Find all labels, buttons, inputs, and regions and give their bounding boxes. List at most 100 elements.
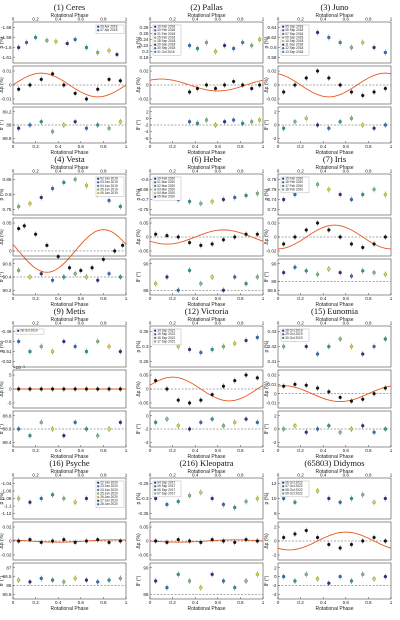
legend-marker (282, 29, 285, 32)
data-point (221, 502, 226, 507)
x-tick-label: 0 (12, 600, 15, 605)
data-point (349, 496, 354, 501)
data-point (199, 201, 203, 206)
legend-label: 15 Sep 2021 (157, 332, 175, 336)
legend-label: 13 Sep 2018 (285, 50, 303, 54)
data-point (96, 537, 100, 542)
data-point (383, 192, 387, 197)
data-point (17, 427, 21, 431)
y-tick-label: 0.02 (140, 69, 149, 74)
legend-box (152, 328, 182, 346)
data-point (118, 204, 122, 209)
data-point (222, 83, 227, 87)
data-point (255, 572, 259, 577)
legend-label: 01 Oct 2018 (157, 50, 175, 54)
data-point (231, 79, 236, 84)
y-tick-label: -0.02 (266, 97, 277, 102)
y-tick-label: 0 (274, 235, 277, 240)
data-point (154, 420, 158, 425)
data-point (17, 578, 21, 582)
data-point (45, 243, 49, 248)
x-tick-label: 0.2 (169, 448, 176, 453)
y-tick-label: 86.5 (3, 574, 12, 579)
data-point (84, 349, 89, 354)
y-tick-label: 0.26 (140, 31, 149, 36)
data-point (315, 489, 320, 493)
legend-marker (154, 492, 157, 495)
legend-label: 11 Sep 2018 (285, 43, 303, 47)
legend-label: 22 Jan 2020 (100, 481, 118, 485)
data-point (187, 539, 192, 543)
data-point (107, 344, 111, 349)
y-tick-label: -1.59 (1, 35, 12, 40)
data-point (204, 83, 209, 87)
y-tick-label: 0.02 (268, 373, 277, 378)
data-point (154, 496, 158, 501)
legend-marker (154, 181, 157, 184)
data-point (67, 266, 72, 270)
data-point (210, 199, 214, 204)
data-point (282, 384, 286, 388)
legend-label: 29 Feb 2020 (157, 177, 175, 181)
data-point (210, 496, 214, 501)
bottom-x-axis-label: Rotational Phase (50, 302, 88, 308)
data-point (383, 386, 387, 390)
x-tick-label: 0.2 (32, 296, 39, 301)
panel-frame (277, 562, 392, 600)
panel-frame (149, 562, 264, 600)
data-point (62, 83, 66, 87)
data-point (176, 288, 180, 292)
data-point (187, 199, 192, 204)
data-point (113, 249, 117, 253)
data-point (327, 581, 331, 585)
y-tick-label: -0.02 (1, 553, 12, 558)
data-point (241, 121, 245, 125)
y-tick-label: -1.06 (1, 489, 12, 494)
data-point (244, 281, 248, 286)
legend-marker (282, 36, 285, 39)
x-tick-label: 0.8 (100, 296, 107, 301)
y-tick-label: -0.7 (141, 197, 149, 202)
legend-label: 04 Sep 2017 (157, 481, 175, 485)
x-tick-label: 0 (149, 600, 152, 605)
data-point (282, 427, 286, 431)
y-tick-label: 0.62 (268, 35, 277, 40)
data-point (187, 120, 192, 124)
x-tick-label: 0 (149, 448, 152, 453)
data-point (304, 116, 308, 121)
y-axis-label: p (%) (136, 188, 142, 200)
legend-marker (97, 492, 100, 495)
data-point (361, 123, 365, 127)
legend-label: 28 Oct 2019 (285, 329, 303, 333)
top-x-tick-label: 0.4 (192, 169, 199, 174)
data-point (50, 578, 55, 582)
data-point (50, 129, 55, 134)
model-curve (277, 72, 392, 98)
x-tick-label: 0.6 (78, 600, 85, 605)
data-point (79, 268, 83, 273)
legend-label: 15 Feb 2020 (285, 177, 303, 181)
data-point (315, 69, 320, 73)
y-tick-label: 0.64 (268, 25, 277, 30)
x-tick-label: 0.6 (215, 296, 222, 301)
data-point (199, 398, 203, 402)
top-x-tick-label: 0.2 (169, 321, 176, 326)
legend-label: 19 Feb 2018 (157, 25, 175, 29)
data-point (199, 420, 203, 425)
data-point (199, 540, 203, 545)
y-tick-label: -0.01 (266, 401, 277, 406)
y-tick-label: -5 (7, 401, 12, 406)
data-point (210, 417, 214, 421)
data-point (221, 424, 226, 428)
top-x-tick-label: 0.4 (55, 17, 62, 22)
data-point (154, 281, 158, 286)
y-tick-label: -1.58 (1, 25, 12, 30)
x-tick-label: 0.6 (343, 600, 350, 605)
data-point (45, 38, 49, 43)
data-point (28, 349, 32, 354)
data-point (62, 339, 66, 344)
legend-box (280, 328, 310, 342)
data-point (39, 420, 43, 425)
data-point (39, 195, 43, 200)
data-point (293, 579, 297, 583)
